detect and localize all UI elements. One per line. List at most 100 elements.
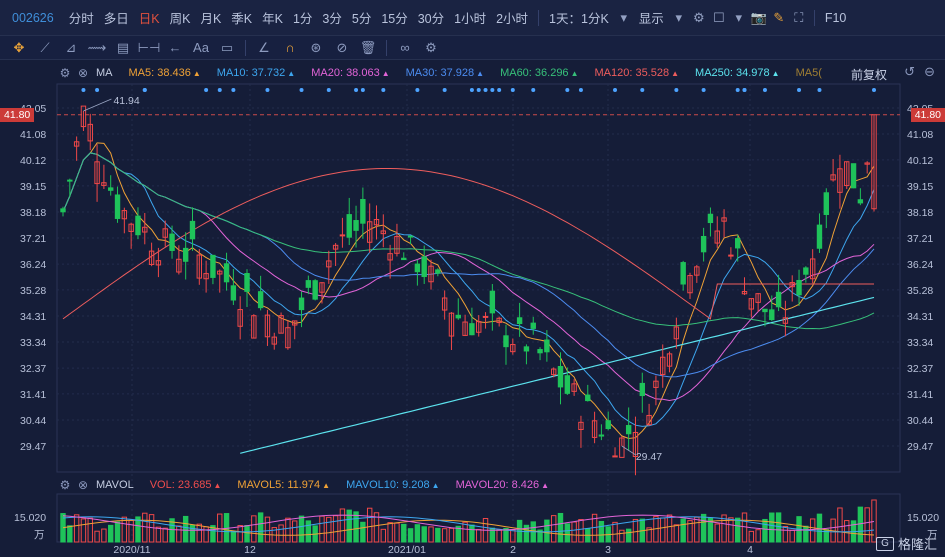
volume-bar [714,523,720,543]
volume-bar [523,524,530,543]
timeframe-13[interactable]: 2小时 [496,12,529,26]
stock-code[interactable]: 002626 [12,10,54,25]
candle-body [823,192,829,215]
candle-body [585,394,591,402]
trend-up-icon: ▲ [541,481,550,490]
timeframe-2[interactable]: 日K [138,12,160,26]
candle-body [87,123,93,142]
current-price-label-right: 41.80 [910,108,945,122]
volume-bar [298,515,305,543]
crosshair-move-icon[interactable]: ✥ [13,39,25,55]
timeframe-1[interactable]: 多日 [103,12,129,26]
candle-body [578,421,584,430]
candle-body [292,320,298,326]
timeframe-8[interactable]: 3分 [322,12,342,26]
settings-icon[interactable]: ⚙ [425,39,437,55]
timeframe-12[interactable]: 1小时 [454,12,487,26]
parallel-tool-icon[interactable]: ▤ [116,39,130,55]
square-icon[interactable]: ☐ [712,9,725,25]
candle-body [319,282,325,293]
event-marker-dot [797,88,802,92]
timeframe-4[interactable]: 月K [200,12,222,26]
timeframe-6[interactable]: 年K [262,12,283,26]
candle-body [278,315,284,334]
candle-body [428,265,434,283]
magnet-icon[interactable]: ∩ [285,40,295,55]
fullscreen-icon[interactable]: ⛶ [794,9,804,25]
volume-bar [700,513,707,543]
volume-bar [285,517,291,543]
range-tool-icon[interactable]: ⊢⊣ [137,39,161,55]
volume-bar [789,529,795,543]
event-marker-dot [674,88,679,92]
vol-ma-line [62,514,875,531]
ma10-line [62,152,875,427]
gear-icon[interactable]: ⚙ [692,9,705,25]
volume-legend: ⚙ ⊗ MAVOL VOL: 23.685 ▲ MAVOL5: 11.974 ▲ MAV… [0,474,945,496]
event-marker-dot [231,88,236,92]
candle-body [462,321,468,336]
timeframe-9[interactable]: 5分 [351,12,372,26]
candle-body [714,230,720,244]
volume-bar [666,514,673,543]
candle-body [632,431,639,457]
volume-bar [142,512,148,543]
ma20-line [62,152,875,402]
candle-body [864,162,870,165]
candle-body [455,314,461,319]
candle-body [394,236,400,254]
chevron-down-icon[interactable]: ▾ [620,9,628,25]
timeframe-3[interactable]: 周K [169,12,191,26]
event-markers [81,88,876,92]
close-icon[interactable]: ⊗ [77,478,89,492]
ma-values: MA5: 38.436 ▲ MA10: 37.732 ▲ MA20: 38.063 ▲ MA… [129,67,838,79]
text-tool-icon[interactable]: Aa [193,40,209,55]
volume-bar [380,528,387,543]
candle-body [80,105,87,128]
comment-tool-icon[interactable]: ▭ [220,39,234,55]
candle-body [796,279,802,296]
gear-icon[interactable]: ⚙ [59,478,71,492]
volume-bar [864,507,870,543]
hide-drawing-icon[interactable]: ⊘ [336,39,348,55]
ray-tool-icon[interactable]: ⊿ [65,39,77,55]
volume-bar [673,524,680,543]
chevron-down-icon[interactable]: ▾ [735,9,743,25]
adjust-mode[interactable]: 前复权 [850,68,887,82]
volume-bar [373,512,380,543]
trend-up-icon: ▲ [671,69,680,78]
timeframe-0[interactable]: 分时 [68,12,94,26]
timeframe-10[interactable]: 15分 [381,12,408,26]
link-icon[interactable]: ∞ [400,40,410,55]
volume-bar [619,529,625,543]
volume-bar [476,529,482,543]
chevron-down-icon[interactable]: ▾ [675,9,683,25]
timeframe-11[interactable]: 30分 [417,12,445,26]
camera-icon[interactable]: 📷 [750,9,767,25]
candle-body [537,349,543,354]
candle-body [373,219,380,226]
undo-icon[interactable]: ↺ [904,64,915,79]
ruler-icon[interactable]: ∠ [258,39,270,55]
event-marker-dot [640,88,645,92]
minus-icon[interactable]: ⊖ [924,64,935,79]
close-icon[interactable]: ⊗ [77,66,89,80]
candle-body [101,182,107,186]
candle-body [189,220,196,240]
pen-icon[interactable]: ✎ [773,9,785,25]
line-tool-icon[interactable]: ⟋ [40,39,50,55]
vol-values: VOL: 23.685 ▲ MAVOL5: 11.974 ▲ MAVOL10: 9.20… [150,479,565,491]
volume-bar [128,519,134,543]
display-menu[interactable]: 显示 [638,12,664,26]
trash-icon[interactable]: 🗑 [359,39,377,55]
gear-icon[interactable]: ⚙ [59,66,71,80]
arrow-tool-icon[interactable]: ← [168,40,182,55]
timeframe-5[interactable]: 季K [231,12,253,26]
volume-bar [837,507,843,543]
wave-tool-icon[interactable]: ⟿ [87,39,107,55]
lock-drawing-icon[interactable]: ⊛ [310,39,322,55]
f10-button[interactable]: F10 [824,10,847,25]
timeframe-7[interactable]: 1分 [292,12,313,26]
period-select[interactable]: 1天：1分K [549,12,609,26]
